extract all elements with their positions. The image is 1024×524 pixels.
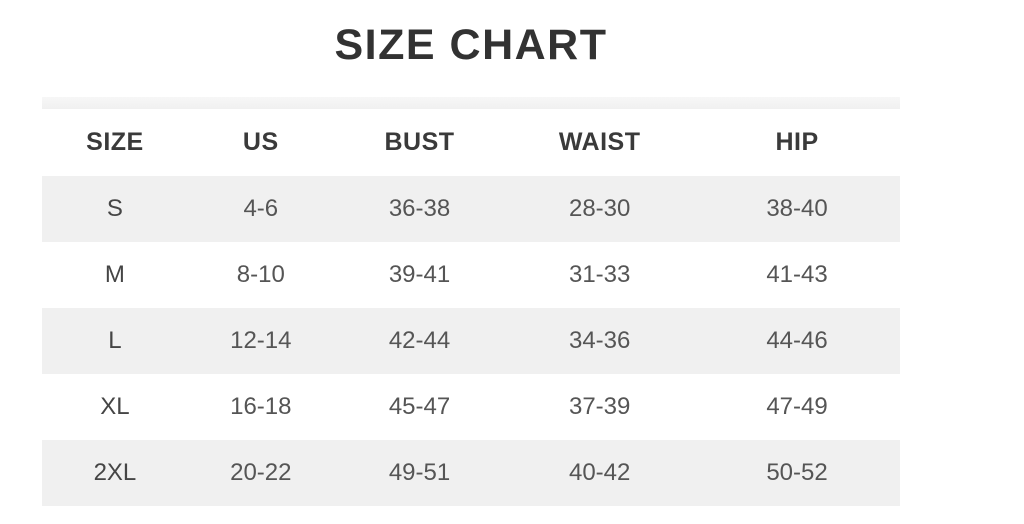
cell-us: 4-6 [243, 195, 279, 222]
cell-bust: 39-41 [388, 261, 451, 288]
cell-size: XL [100, 393, 130, 420]
cell-hip: 44-46 [766, 327, 828, 354]
cell-us: 8-10 [236, 261, 285, 288]
size-chart-table: SIZE US BUST WAIST HIP S 4-6 36-38 28-30… [42, 109, 900, 506]
cell-waist: 28-30 [568, 195, 631, 222]
table-row-s: S 4-6 36-38 28-30 38-40 [42, 176, 900, 242]
cell-waist: 40-42 [568, 459, 631, 486]
column-header-bust: BUST [384, 128, 455, 156]
table-row-l: L 12-14 42-44 34-36 44-46 [42, 308, 900, 374]
table-row-xl: XL 16-18 45-47 37-39 47-49 [42, 374, 900, 440]
cell-bust: 45-47 [388, 393, 451, 420]
size-chart-container: SIZE CHART SIZE US BUST WAIST HIP [42, 0, 900, 506]
table-header-row: SIZE US BUST WAIST HIP [42, 109, 900, 176]
cell-hip: 38-40 [766, 195, 828, 222]
cell-bust: 42-44 [388, 327, 451, 354]
cell-us: 20-22 [230, 459, 292, 486]
table-row-2xl: 2XL 20-22 49-51 40-42 50-52 [42, 440, 900, 506]
cell-size: S [106, 195, 123, 222]
table-top-divider [42, 97, 900, 109]
column-header-hip: HIP [775, 128, 819, 156]
column-header-size: SIZE [86, 128, 144, 156]
cell-size: 2XL [93, 459, 137, 486]
column-header-us: US [242, 128, 279, 156]
cell-hip: 47-49 [766, 393, 828, 420]
cell-bust: 36-38 [388, 195, 451, 222]
page-title: SIZE CHART [334, 21, 608, 69]
cell-us: 12-14 [230, 327, 292, 354]
cell-waist: 31-33 [568, 261, 631, 288]
cell-size: L [108, 327, 122, 354]
cell-bust: 49-51 [388, 459, 451, 486]
cell-hip: 50-52 [766, 459, 828, 486]
cell-waist: 37-39 [568, 393, 631, 420]
cell-hip: 41-43 [766, 261, 828, 288]
cell-us: 16-18 [230, 393, 292, 420]
column-header-waist: WAIST [558, 128, 641, 156]
cell-size: M [104, 261, 125, 288]
table-row-m: M 8-10 39-41 31-33 41-43 [42, 242, 900, 308]
cell-waist: 34-36 [568, 327, 631, 354]
